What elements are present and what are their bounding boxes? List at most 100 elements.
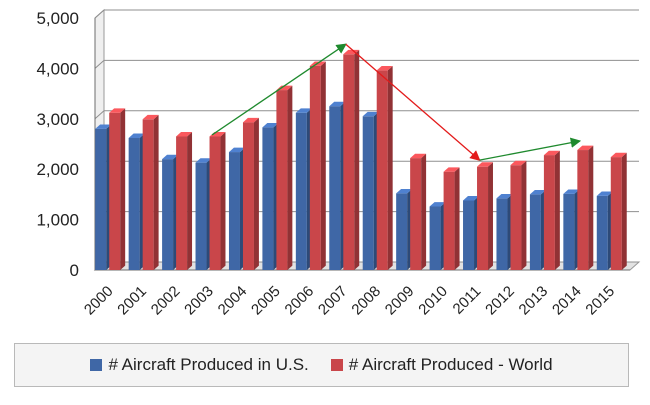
bar-front [276, 90, 288, 271]
bar-side [387, 66, 393, 271]
bar-side [287, 85, 293, 270]
bar-side [253, 117, 259, 270]
bar-front [477, 166, 489, 270]
legend-swatch-us [90, 359, 103, 371]
bar-front [329, 106, 341, 270]
bar-top [477, 162, 493, 167]
bar-front [128, 137, 140, 270]
bar-top [362, 111, 379, 117]
x-tick-label: 2001 [114, 283, 150, 319]
bar-front [563, 193, 575, 270]
x-tick-label: 2014 [549, 283, 585, 319]
trend-arrow [211, 43, 347, 136]
bar-front [242, 122, 254, 270]
bar-top [128, 133, 145, 138]
x-tick-label: 2012 [482, 283, 518, 319]
bar-us [228, 147, 245, 270]
bar-front [496, 198, 508, 270]
bar-world [610, 152, 627, 270]
bar-top [242, 117, 259, 123]
bar-front [463, 200, 475, 270]
bar-us [262, 122, 279, 270]
bar-front [176, 136, 188, 270]
bar-us [396, 188, 413, 270]
bar-top [529, 190, 546, 195]
trend-arrows [211, 43, 582, 161]
bar-us [429, 202, 446, 270]
x-axis-ticks: 2000200120022003200420052006200720082009… [81, 283, 618, 319]
bar-world [242, 117, 259, 270]
bar-world [343, 49, 360, 271]
x-tick-label: 2010 [415, 283, 451, 319]
bar-top [543, 150, 560, 156]
x-tick-label: 2007 [315, 283, 351, 319]
x-tick-label: 2006 [282, 283, 318, 319]
bar-top [563, 189, 580, 194]
bar-front [376, 70, 388, 270]
x-tick-label: 2015 [582, 283, 618, 319]
bar-world [109, 108, 126, 271]
bar-side [521, 160, 527, 270]
bar-front [95, 128, 107, 270]
y-tick-label: 5,000 [36, 9, 79, 28]
bar-front [410, 158, 422, 270]
bar-front [543, 155, 555, 270]
bar-us [362, 111, 379, 270]
x-tick-label: 2008 [348, 283, 384, 319]
bar-front [209, 136, 221, 270]
bar-side [621, 152, 627, 270]
trend-arrow [479, 137, 582, 161]
bar-front [109, 112, 121, 270]
bar-world [142, 114, 159, 271]
bar-side [220, 132, 226, 270]
legend-label-us: # Aircraft Produced in U.S. [108, 355, 309, 374]
bar-front [577, 150, 589, 270]
bar-world [510, 160, 527, 270]
y-tick-label: 0 [70, 261, 79, 280]
bar-world [577, 145, 594, 270]
bar-front [309, 65, 321, 270]
x-tick-label: 2003 [181, 283, 217, 319]
gridline-depth [94, 110, 105, 120]
bar-front [162, 159, 174, 270]
bar-top [109, 108, 126, 113]
x-tick-label: 2005 [248, 283, 284, 319]
bar-side [320, 61, 326, 271]
bar-world [410, 153, 427, 270]
bar-top [463, 196, 479, 201]
x-tick-label: 2013 [516, 283, 552, 319]
bar-side [120, 108, 126, 271]
y-axis-ticks: 0 1,000 2,000 3,000 4,000 5,000 [36, 9, 79, 280]
bar-front [396, 193, 408, 270]
bar-world [443, 167, 460, 270]
bar-us [463, 196, 479, 270]
bar-us [563, 189, 580, 270]
x-tick-label: 2002 [148, 283, 184, 319]
bar-us [496, 194, 513, 270]
bar-front [362, 116, 374, 270]
bar-top [262, 122, 279, 128]
bar-us [195, 158, 212, 270]
bar-top [228, 147, 245, 153]
bar-side [488, 162, 493, 270]
bar-us [128, 133, 145, 270]
bar-world [176, 132, 193, 270]
bar-world [309, 61, 326, 271]
bar-front [295, 112, 307, 270]
x-tick-label: 2004 [215, 283, 251, 319]
bar-side [354, 49, 360, 270]
legend-label-world: # Aircraft Produced - World [348, 355, 553, 374]
trend-arrow [345, 43, 481, 161]
bar-top [396, 188, 413, 194]
bar-side [421, 153, 427, 270]
bar-top [429, 202, 446, 207]
bar-side [187, 132, 193, 270]
bar-top [176, 132, 193, 137]
bar-top [142, 114, 159, 120]
bar-front [596, 195, 608, 270]
bar-top [295, 108, 312, 113]
bar-world [209, 132, 226, 270]
bar-front [610, 157, 622, 270]
bar-side [454, 167, 460, 270]
